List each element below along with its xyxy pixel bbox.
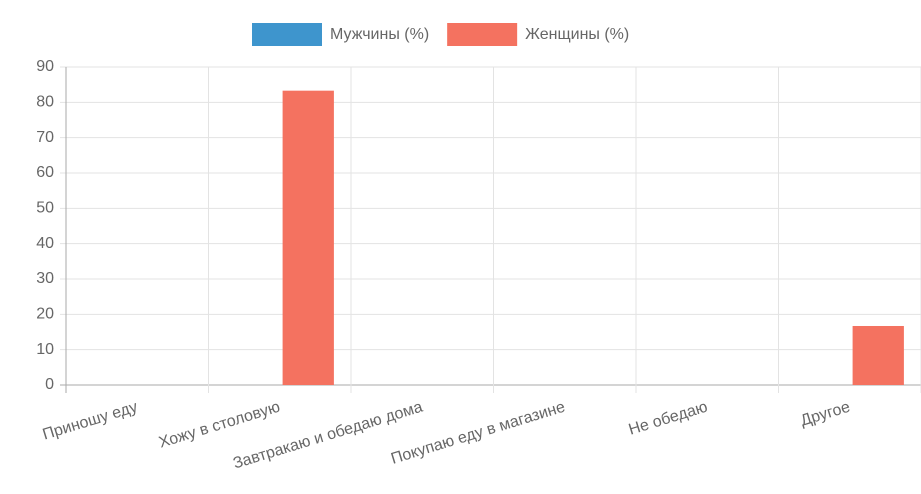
x-tick-label: Другое xyxy=(799,399,853,430)
x-tick-label: Не обедаю xyxy=(627,399,710,439)
y-tick-label: 30 xyxy=(36,270,54,287)
legend-label: Мужчины (%) xyxy=(330,26,429,43)
y-tick-label: 90 xyxy=(36,58,54,75)
x-tick-label: Приношу еду xyxy=(41,399,140,444)
y-tick-label: 80 xyxy=(36,94,54,111)
y-tick-label: 50 xyxy=(36,200,54,217)
bar xyxy=(852,325,904,385)
y-tick-label: 70 xyxy=(36,129,54,146)
y-tick-label: 10 xyxy=(36,341,54,358)
bar xyxy=(282,90,334,385)
y-tick-label: 40 xyxy=(36,235,54,252)
y-tick-label: 60 xyxy=(36,164,54,181)
x-tick-label: Хожу в столовую xyxy=(157,399,282,452)
legend-swatch xyxy=(447,23,518,46)
y-tick-label: 0 xyxy=(45,376,54,393)
legend-swatch xyxy=(252,23,322,46)
y-tick-label: 20 xyxy=(36,306,54,323)
legend-label: Женщины (%) xyxy=(525,26,629,43)
